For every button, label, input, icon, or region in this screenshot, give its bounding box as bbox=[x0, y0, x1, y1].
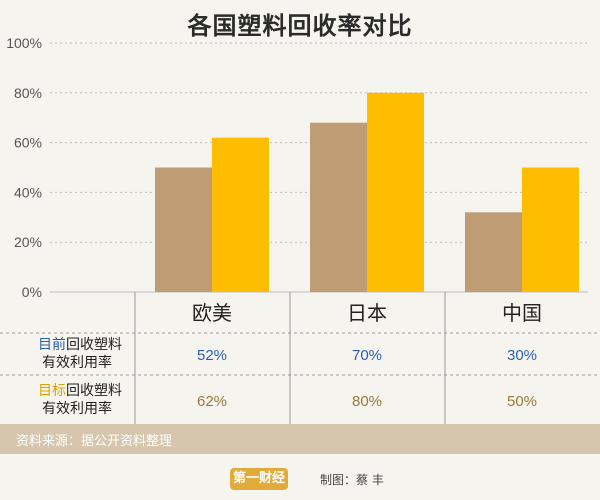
bar bbox=[212, 137, 269, 292]
category-label: 中国 bbox=[502, 302, 542, 325]
row-label-line2: 有效利用率 bbox=[42, 400, 112, 416]
row-label-line2: 有效利用率 bbox=[42, 354, 112, 370]
table-value: 50% bbox=[507, 393, 537, 410]
bar bbox=[367, 92, 424, 292]
row-label-line1: 目标回收塑料 bbox=[38, 382, 122, 398]
y-tick-label: 100% bbox=[6, 35, 42, 51]
table-value: 80% bbox=[352, 393, 382, 410]
row-label-highlight: 目前 bbox=[38, 336, 66, 352]
bar bbox=[522, 167, 579, 292]
table-value: 62% bbox=[197, 393, 227, 410]
y-tick-label: 80% bbox=[14, 85, 42, 101]
category-label: 日本 bbox=[347, 302, 387, 325]
bar bbox=[155, 167, 212, 292]
bar bbox=[465, 212, 522, 292]
table-value: 30% bbox=[507, 347, 537, 364]
source-text: 资料来源：据公开资料整理 bbox=[16, 434, 173, 449]
y-tick-label: 0% bbox=[22, 284, 42, 300]
bar bbox=[310, 122, 367, 293]
row-label-rest: 回收塑料 bbox=[66, 382, 122, 398]
source-band: 资料来源：据公开资料整理 bbox=[0, 424, 600, 454]
row-label-highlight: 目标 bbox=[38, 382, 66, 398]
table-value: 70% bbox=[352, 347, 382, 364]
y-tick-label: 60% bbox=[14, 135, 42, 151]
chart-title: 各国塑料回收率对比 bbox=[187, 12, 413, 40]
brand-logo: 第一财经 bbox=[230, 468, 288, 490]
y-tick-label: 40% bbox=[14, 184, 42, 200]
credit-text: 制图：蔡 丰 bbox=[320, 473, 384, 487]
table-value: 52% bbox=[197, 347, 227, 364]
row-label-line1: 目前回收塑料 bbox=[38, 336, 122, 352]
y-tick-label: 20% bbox=[14, 234, 42, 250]
row-label-rest: 回收塑料 bbox=[66, 336, 122, 352]
category-label: 欧美 bbox=[192, 302, 232, 325]
